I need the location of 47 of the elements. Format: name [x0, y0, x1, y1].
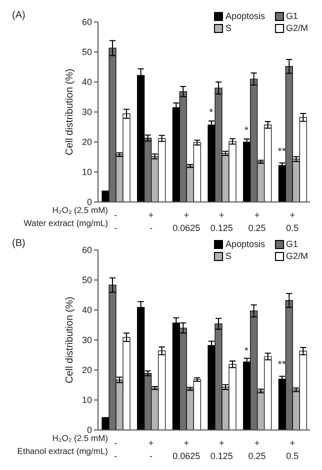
legend-label: S [225, 250, 232, 262]
y-tick-label: 40 [82, 77, 92, 88]
y-tick-label: 40 [82, 305, 92, 316]
x-tick-label: - - [114, 210, 118, 233]
x-tick-label: + 0.5 [286, 438, 299, 461]
x-tick-label: + 0.25 [248, 210, 266, 233]
x-tick-label: - - [114, 438, 118, 461]
annotation: ** [278, 360, 286, 370]
x-tick-label: + 0.125 [210, 438, 233, 461]
text: Water extract (mg/mL) [24, 218, 108, 228]
x-tick-label: + 0.0625 [172, 210, 200, 233]
legend-label: G2/M [286, 22, 308, 34]
legend-label: G2/M [286, 250, 308, 262]
y-axis-title: Cell distribution (%) [64, 68, 76, 156]
y-tick-label: 60 [82, 17, 92, 28]
y-tick-label: 0 [86, 425, 92, 436]
y-tick-label: 30 [82, 107, 92, 118]
y-tick-label: 20 [82, 365, 92, 376]
y-tick-label: 20 [82, 137, 92, 148]
y-tick-label: 50 [82, 275, 92, 286]
annotation: * [244, 346, 249, 357]
annotation: * [209, 108, 214, 118]
chart-title: (A) [12, 10, 26, 21]
x-tick-label: + - [148, 438, 154, 461]
text: H₂O₂ (2.5 mM) [52, 205, 108, 215]
y-axis-title: Cell distribution (%) [64, 296, 76, 384]
y-tick-label: 10 [82, 395, 92, 406]
y-tick-label: 0 [86, 197, 92, 208]
x-tick-label: + 0.25 [248, 438, 266, 461]
y-tick-label: 60 [82, 245, 92, 256]
x-tick-label: + 0.125 [210, 210, 233, 233]
legend-label: G1 [286, 10, 298, 22]
legend-label: Apoptosis [225, 10, 265, 22]
chart-title: (B) [12, 238, 26, 249]
text: H₂O₂ (2.5 mM) [52, 433, 108, 443]
x-tick-label: + 0.5 [286, 210, 299, 233]
y-tick-label: 30 [82, 335, 92, 346]
text: Ethanol extract (mg/mL) [17, 446, 108, 456]
y-tick-label: 10 [82, 167, 92, 178]
y-tick-label: 50 [82, 47, 92, 58]
x-tick-label: + 0.0625 [172, 438, 200, 461]
annotation: ** [278, 146, 286, 158]
annotation: * [244, 126, 249, 136]
legend-label: S [225, 22, 232, 34]
x-tick-label: + - [148, 210, 154, 233]
legend-label: Apoptosis [225, 238, 265, 250]
legend-label: G1 [286, 238, 298, 250]
